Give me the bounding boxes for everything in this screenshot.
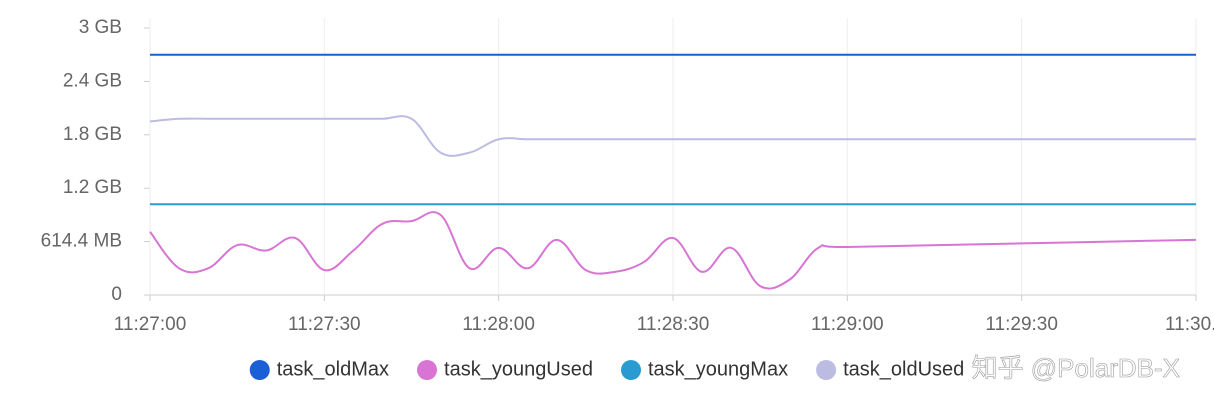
y-tick-label: 2.4 GB bbox=[63, 70, 122, 91]
legend-label: task_oldUsed bbox=[843, 358, 964, 380]
y-tick-label: 1.2 GB bbox=[63, 177, 122, 198]
x-tick-label: 11:29:00 bbox=[811, 314, 884, 335]
legend-label: task_oldMax bbox=[277, 358, 389, 380]
series-line bbox=[149, 211, 1197, 290]
legend-marker bbox=[417, 360, 438, 380]
legend-label: task_youngMax bbox=[648, 358, 788, 380]
x-tick-label: 11:30... bbox=[1165, 314, 1214, 335]
x-tick-label: 11:27:30 bbox=[288, 314, 361, 335]
y-tick-label: 0 bbox=[111, 284, 122, 305]
x-tick-label: 11:29:30 bbox=[985, 314, 1058, 335]
y-tick-label: 614.4 MB bbox=[41, 231, 122, 252]
legend-marker bbox=[816, 360, 837, 380]
legend: task_oldMax task_youngUsed task_youngMax ta… bbox=[249, 358, 964, 380]
x-tick-label: 11:28:00 bbox=[462, 314, 535, 335]
legend-label: task_youngUsed bbox=[444, 358, 593, 380]
x-tick-label: 11:27:00 bbox=[114, 314, 187, 335]
series-line bbox=[149, 115, 1196, 157]
legend-marker bbox=[621, 360, 641, 380]
y-tick-label: 3 GB bbox=[79, 17, 122, 38]
watermark: 知乎 @PolarDB-X bbox=[972, 353, 1180, 383]
x-tick-label: 11:28:30 bbox=[637, 314, 710, 335]
legend-marker bbox=[249, 360, 270, 380]
y-tick-label: 1.8 GB bbox=[63, 124, 122, 145]
